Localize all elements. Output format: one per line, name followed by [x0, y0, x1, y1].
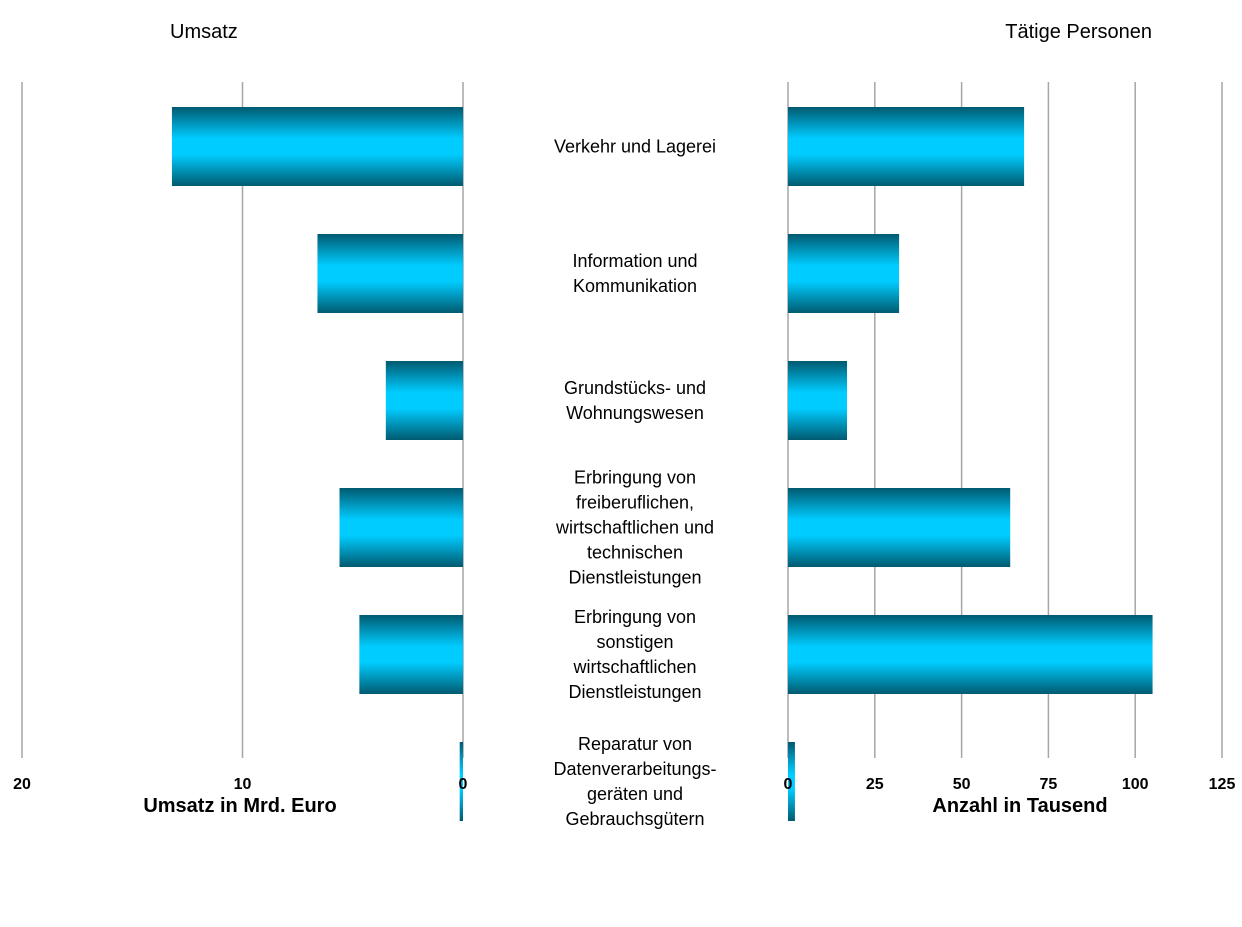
left-bar-1 — [317, 234, 463, 313]
right-axis-title: Anzahl in Tausend — [932, 795, 1107, 817]
right-tick-label-3: 75 — [1040, 776, 1058, 793]
category-label-5: Reparatur von Datenverarbeitungs-geräten … — [553, 734, 716, 829]
category-label-3-line-3: technischen — [587, 543, 683, 563]
category-label-5-line-2: geräten und — [587, 784, 683, 804]
right-panel-title: Tätige Personen — [1005, 21, 1152, 43]
right-bars — [788, 107, 1153, 821]
left-bar-4 — [359, 615, 463, 694]
category-label-1-line-1: Kommunikation — [573, 276, 697, 296]
category-label-3: Erbringung von freiberuflichen, wirtschaft… — [555, 468, 714, 588]
right-tick-label-0: 0 — [784, 776, 793, 793]
right-tick-label-5: 125 — [1209, 776, 1236, 793]
right-bar-5 — [788, 742, 795, 821]
left-bar-0 — [171, 107, 463, 186]
category-label-3-line-4: Dienstleistungen — [568, 568, 701, 588]
category-label-5-line-0: Reparatur von — [578, 734, 692, 754]
category-label-2-line-0: Grundstücks- und — [564, 378, 706, 398]
right-tick-label-2: 50 — [953, 776, 971, 793]
category-label-3-line-2: wirtschaftlichen und — [555, 518, 714, 538]
right-bar-3 — [788, 488, 1011, 567]
category-label-3-line-1: freiberuflichen, — [576, 493, 694, 513]
category-label-4-line-3: Dienstleistungen — [568, 682, 701, 702]
category-label-0-line-0: Verkehr und Lagerei — [554, 137, 716, 157]
category-label-0: Verkehr und Lagerei — [554, 137, 716, 157]
left-bar-5 — [459, 742, 463, 821]
right-bar-2 — [788, 361, 848, 440]
category-label-1-line-0: Information und — [572, 251, 697, 271]
category-label-4-line-2: wirtschaftlichen — [572, 657, 696, 677]
left-tick-label-0: 20 — [13, 776, 31, 793]
left-tick-label-1: 10 — [234, 776, 252, 793]
left-axis-title: Umsatz in Mrd. Euro — [143, 795, 336, 817]
category-label-4-line-0: Erbringung von — [574, 607, 696, 627]
right-gridlines — [787, 82, 1223, 758]
left-tick-label-2: 0 — [459, 776, 468, 793]
left-bars — [171, 107, 463, 821]
right-tick-label-1: 25 — [866, 776, 884, 793]
category-label-5-line-1: Datenverarbeitungs- — [553, 759, 716, 779]
left-bar-3 — [339, 488, 463, 567]
left-bar-2 — [385, 361, 463, 440]
category-label-2-line-1: Wohnungswesen — [566, 403, 704, 423]
category-label-2: Grundstücks- und Wohnungswesen — [564, 378, 706, 423]
category-label-4-line-1: sonstigen — [596, 632, 673, 652]
category-label-5-line-3: Gebrauchsgütern — [565, 809, 704, 829]
category-label-4: Erbringung von sonstigen wirtschaftlichen D… — [568, 607, 701, 702]
category-label-3-line-0: Erbringung von — [574, 468, 696, 488]
right-tick-labels: 0 25 50 75 100 125 — [784, 776, 1236, 793]
right-bar-4 — [788, 615, 1153, 694]
left-tick-labels: 20 10 0 — [13, 776, 467, 793]
category-labels: Verkehr und Lagerei Information und Kommun… — [553, 137, 716, 830]
right-bar-1 — [788, 234, 900, 313]
category-label-1: Information und Kommunikation — [572, 251, 697, 296]
left-panel-title: Umsatz — [170, 21, 238, 43]
right-bar-0 — [788, 107, 1025, 186]
right-tick-label-4: 100 — [1122, 776, 1149, 793]
